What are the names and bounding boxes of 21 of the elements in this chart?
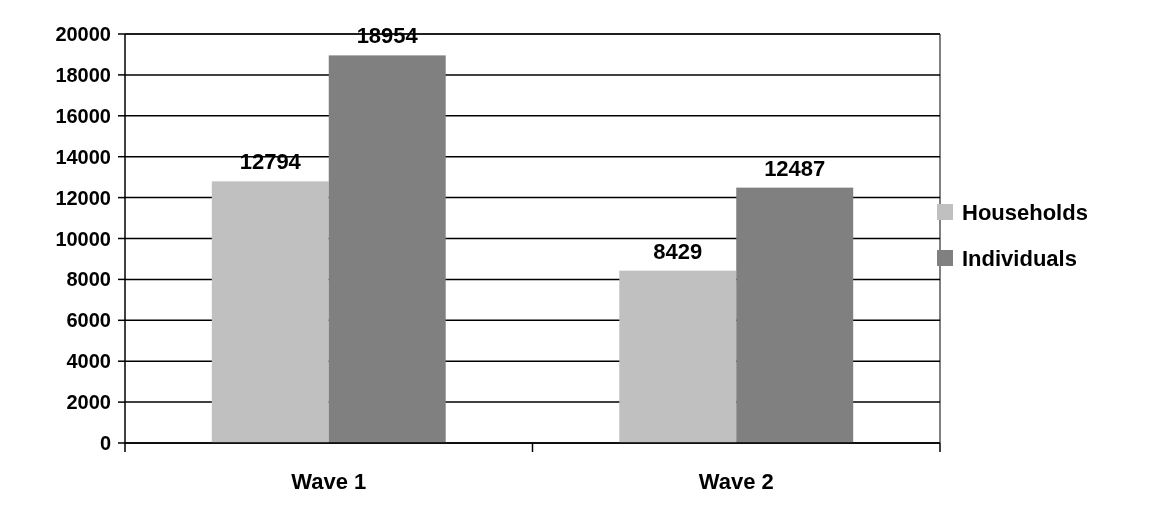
legend-label: Households [962, 199, 1088, 225]
y-tick-label: 12000 [55, 186, 111, 209]
y-tick-label: 0 [99, 432, 111, 454]
bar [211, 181, 329, 443]
y-tick-label: 20000 [55, 23, 111, 45]
y-tick-label: 14000 [55, 145, 111, 168]
y-tick-label: 6000 [66, 309, 111, 332]
y-tick-label: 16000 [55, 104, 111, 127]
bar [736, 187, 854, 443]
x-tick-label: Wave 1 [291, 469, 367, 494]
x-tick-label: Wave 2 [698, 469, 774, 494]
y-tick-label: 4000 [66, 350, 111, 373]
bar [619, 270, 737, 443]
legend-label: Individuals [962, 245, 1077, 271]
y-tick-label: 18000 [55, 63, 111, 86]
data-label: 12487 [764, 155, 826, 181]
bar [328, 55, 446, 443]
y-tick-label: 10000 [55, 227, 111, 250]
y-tick-label: 2000 [66, 391, 111, 414]
data-label: 8429 [653, 238, 703, 264]
y-tick-label: 8000 [66, 268, 111, 291]
